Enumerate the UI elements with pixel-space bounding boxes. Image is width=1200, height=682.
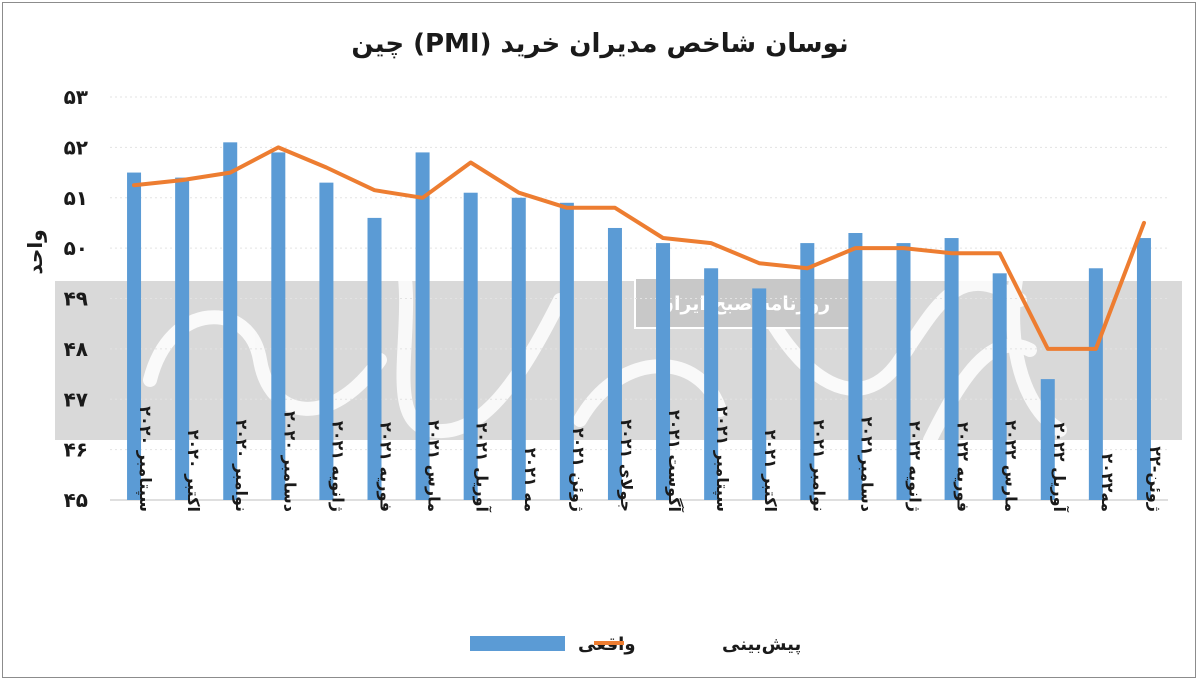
- bar: [656, 243, 671, 500]
- bar: [559, 202, 574, 500]
- bar: [1088, 268, 1103, 500]
- y-axis-label: واحد: [23, 229, 47, 274]
- gridlines: [110, 96, 1168, 501]
- legend-label-forecast: پیش‌بینی: [722, 634, 801, 655]
- forecast-line: [132, 145, 1146, 351]
- x-tick-label: سپتامبر ۲۰۲۱: [712, 406, 732, 512]
- x-tick-label: مه۲۰۲۲: [1098, 453, 1117, 512]
- bar: [704, 268, 719, 500]
- x-tick-label: مارس ۲۰۲۲: [1002, 420, 1021, 512]
- y-tick-label: ۵۰: [64, 236, 88, 260]
- bar: [1136, 238, 1151, 501]
- y-tick-label: ۴۸: [64, 337, 88, 361]
- x-tick-label: ژانویه ۲۰۲۱: [328, 421, 347, 512]
- x-tick-label: فوریه ۲۰۲۲: [954, 422, 973, 512]
- bar: [1040, 379, 1055, 500]
- x-tick-label: دسامبر۲۰۲۱: [857, 417, 876, 512]
- y-tick-label: ۴۹: [64, 287, 88, 311]
- x-tick-label: مارس ۲۰۲۱: [425, 420, 444, 512]
- x-tick-label: آوریل ۲۰۲۲: [1050, 422, 1070, 512]
- x-tick-label: مه ۲۰۲۱: [521, 448, 540, 512]
- x-axis-ticks: سپتامبر ۲۰۲۰ اکتبر ۲۰۲۰ نوامبر ۲۰۲۰ دسامبر …: [135, 406, 1165, 512]
- watermark-label-box: [634, 277, 854, 329]
- x-tick-label: ژوئن ۲۰۲۱: [569, 428, 588, 512]
- bar: [127, 172, 142, 500]
- x-tick-label: نوامبر ۲۰۲۰: [232, 419, 251, 512]
- x-tick-label: آوریل ۲۰۲۱: [473, 422, 493, 512]
- bar: [271, 152, 286, 500]
- x-tick-label: جولای ۲۰۲۱: [617, 419, 636, 512]
- line-series: [132, 145, 1146, 351]
- bar: [848, 233, 863, 500]
- legend: واقعی پیش‌بینی: [470, 634, 801, 655]
- x-tick-label: سپتامبر ۲۰۲۰: [135, 406, 155, 512]
- y-tick-label: ۴۶: [64, 438, 88, 462]
- bar: [896, 243, 911, 500]
- bar: [752, 288, 767, 500]
- x-tick-label: فوریه ۲۰۲۱: [377, 422, 396, 512]
- chart-title: نوسان شاخص مدیران خرید (PMI) چین: [351, 29, 848, 59]
- y-tick-label: ۵۲: [64, 135, 88, 159]
- x-tick-label: ژوئن-۲۲: [1146, 446, 1165, 512]
- x-tick-label: ژانویه ۲۰۲۲: [906, 421, 925, 512]
- x-tick-label: دسامبر ۲۰۲۰: [280, 411, 299, 512]
- bar: [944, 238, 959, 501]
- x-tick-label: اکتبر ۲۰۲۱: [761, 430, 780, 512]
- bar: [175, 177, 190, 500]
- y-axis-ticks: ۴۵ ۴۶ ۴۷ ۴۸ ۴۹ ۵۰ ۵۱ ۵۲ ۵۳: [64, 85, 88, 512]
- y-tick-label: ۴۷: [64, 387, 88, 411]
- bar: [463, 192, 478, 500]
- bar: [223, 142, 238, 500]
- bar: [992, 273, 1007, 500]
- bar-series: [127, 142, 1151, 501]
- y-tick-label: ۵۳: [64, 85, 88, 109]
- bar: [800, 243, 815, 500]
- x-tick-label: اکتبر ۲۰۲۰: [184, 430, 203, 512]
- legend-swatch-actual: [470, 636, 565, 651]
- x-tick-label: آگوست ۲۰۲۱: [665, 410, 685, 513]
- bar: [607, 227, 622, 500]
- bar: [367, 217, 382, 500]
- y-tick-label: ۵۱: [64, 186, 88, 210]
- bar: [415, 152, 430, 500]
- bar: [319, 182, 334, 500]
- y-tick-label: ۴۵: [64, 488, 88, 512]
- x-tick-label: نوامبر ۲۰۲۱: [809, 419, 828, 512]
- bar: [511, 197, 526, 500]
